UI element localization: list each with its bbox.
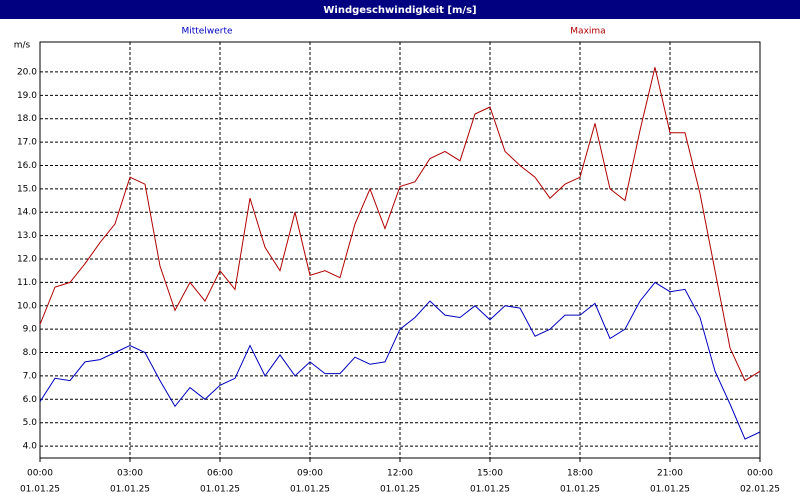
y-tick-label: 10.0	[17, 301, 37, 311]
x-tick-date: 01.01.25	[200, 485, 240, 495]
y-tick-label: 5.0	[23, 418, 38, 428]
y-tick-label: 8.0	[23, 348, 38, 358]
x-tick-label: 21:00	[657, 469, 683, 479]
title-bar	[0, 0, 800, 19]
x-tick-date: 01.01.25	[380, 485, 420, 495]
x-tick-label: 00:00	[27, 469, 53, 479]
x-tick-label: 18:00	[567, 469, 593, 479]
y-tick-label: 19.0	[17, 91, 37, 101]
chart-title: Windgeschwindigkeit [m/s]	[323, 5, 476, 16]
y-tick-label: 17.0	[17, 138, 37, 148]
x-tick-label: 15:00	[477, 469, 503, 479]
y-tick-label: 18.0	[17, 114, 37, 124]
y-tick-label: 13.0	[17, 231, 37, 241]
y-tick-label: 4.0	[23, 442, 38, 452]
x-tick-date: 01.01.25	[650, 485, 690, 495]
y-tick-label: 6.0	[23, 395, 38, 405]
series-line	[39, 281, 761, 440]
x-tick-label: 12:00	[387, 469, 413, 479]
legend-entry: Maxima	[570, 27, 605, 37]
y-tick-label: 16.0	[17, 161, 37, 171]
y-tick-label: 15.0	[17, 184, 37, 194]
x-tick-label: 00:00	[747, 469, 773, 479]
x-tick-date: 01.01.25	[290, 485, 330, 495]
x-tick-date: 01.01.25	[110, 485, 150, 495]
y-tick-label: 11.0	[17, 278, 37, 288]
y-tick-label: 14.0	[17, 208, 37, 218]
x-tick-label: 06:00	[207, 469, 233, 479]
y-tick-label: 7.0	[23, 371, 38, 381]
x-tick-date: 01.01.25	[470, 485, 510, 495]
x-tick-date: 02.01.25	[740, 485, 780, 495]
y-tick-label: 12.0	[17, 255, 37, 265]
x-tick-label: 09:00	[297, 469, 323, 479]
x-tick-date: 01.01.25	[20, 485, 60, 495]
y-tick-label: 9.0	[23, 325, 38, 335]
legend-entry: Mittelwerte	[181, 27, 232, 37]
y-axis-label: m/s	[14, 41, 31, 51]
series-line	[39, 67, 761, 382]
x-tick-date: 01.01.25	[560, 485, 600, 495]
x-tick-label: 03:00	[117, 469, 143, 479]
y-tick-label: 20.0	[17, 67, 37, 77]
